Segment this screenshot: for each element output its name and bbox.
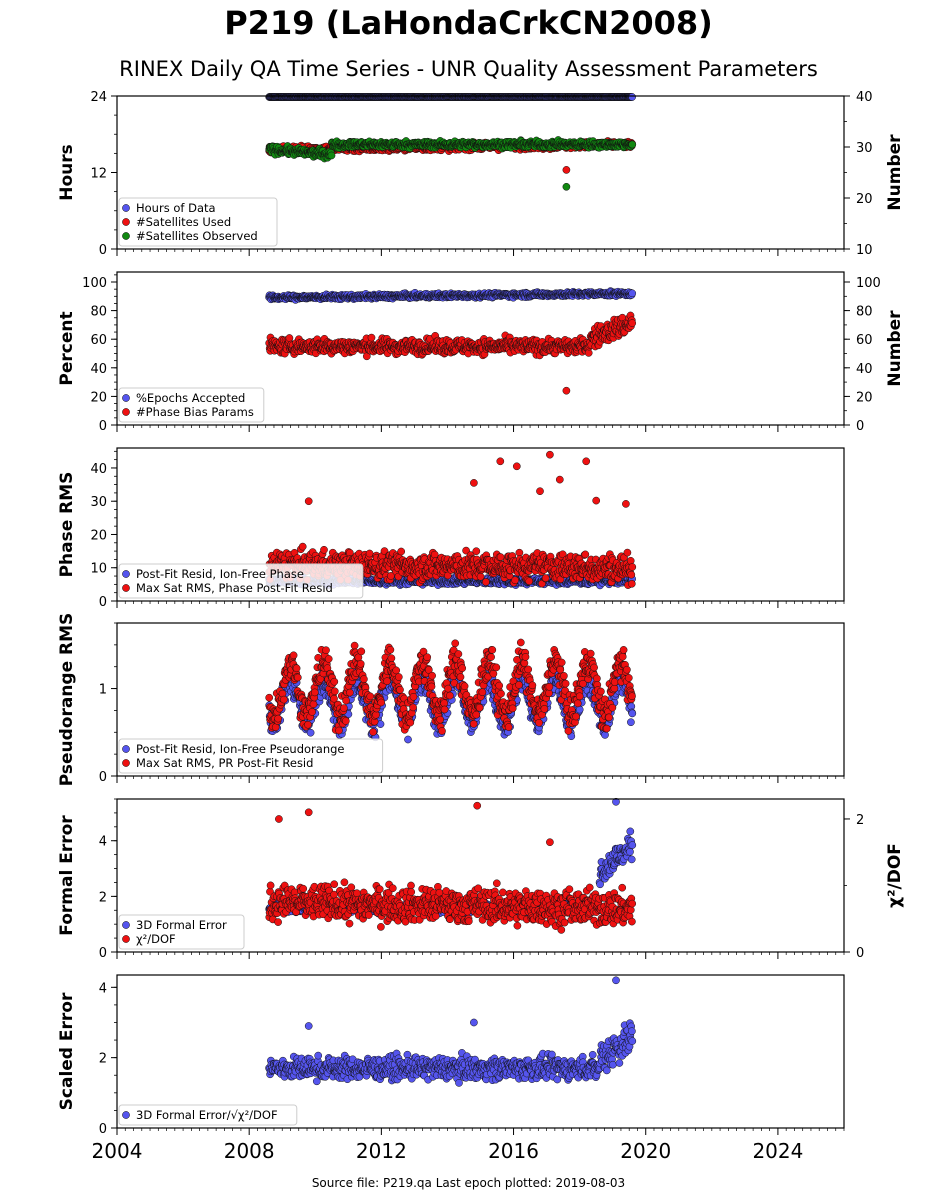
- data-point: [327, 151, 336, 160]
- y-axis-label: Hours: [57, 144, 77, 201]
- data-point: [562, 166, 571, 174]
- data-point: [562, 386, 571, 395]
- data-point: [628, 289, 637, 298]
- page-title: P219 (LaHondaCrkCN2008): [224, 4, 713, 42]
- y-tick-label: 24: [90, 90, 107, 105]
- y-tick-label: 60: [90, 333, 107, 348]
- y-axis-label: Percent: [57, 311, 77, 385]
- series-2-1: [265, 287, 637, 304]
- legend: Hours of Data#Satellites Used#Satellites…: [118, 197, 278, 247]
- y-tick-label: 0: [99, 419, 107, 434]
- legend-label: #Phase Bias Params: [136, 405, 254, 419]
- data-point: [285, 334, 294, 342]
- y2-tick-label: 80: [856, 305, 873, 320]
- y2-tick-label: 20: [856, 192, 873, 207]
- legend-marker: [122, 218, 130, 226]
- y-tick-label: 20: [90, 390, 107, 405]
- legend-marker: [122, 408, 130, 416]
- y2-tick-label: 20: [856, 390, 873, 405]
- y2-tick-label: 40: [856, 90, 873, 105]
- y-tick-label: 100: [82, 276, 107, 291]
- legend-marker: [122, 394, 130, 402]
- data-point: [367, 333, 376, 342]
- y2-tick-label: 100: [856, 276, 881, 291]
- y-tick-label: 12: [90, 167, 107, 182]
- y2-axis-label: Number: [885, 310, 905, 387]
- legend-label: Hours of Data: [136, 201, 216, 215]
- legend-marker: [122, 204, 130, 212]
- data-point: [628, 93, 636, 101]
- legend: %Epochs Accepted#Phase Bias Params: [118, 387, 265, 423]
- series-1-1: [265, 93, 636, 101]
- page-subtitle: RINEX Daily QA Time Series - UNR Quality…: [119, 57, 818, 81]
- legend-label: #Satellites Observed: [136, 229, 258, 243]
- y-tick-label: 0: [99, 243, 107, 258]
- y2-tick-label: 10: [856, 243, 873, 258]
- data-point: [298, 542, 307, 551]
- legend-marker: [122, 232, 130, 240]
- series-2-2: [265, 311, 637, 395]
- y2-axis-label: Number: [885, 134, 905, 211]
- legend-label: %Epochs Accepted: [136, 391, 245, 405]
- y-tick-label: 80: [90, 305, 107, 320]
- y2-tick-label: 40: [856, 362, 873, 377]
- data-point: [562, 182, 571, 191]
- panel-2: 0 20 40 60 80 100 0 20 40 60 80 100 Percent Number %Ep…: [57, 271, 905, 434]
- y2-tick-label: 60: [856, 333, 873, 348]
- y2-tick-label: 30: [856, 141, 873, 156]
- legend-label: #Satellites Used: [136, 215, 231, 229]
- y-tick-label: 40: [90, 362, 107, 377]
- y2-tick-label: 0: [856, 419, 864, 434]
- data-point: [628, 140, 637, 149]
- data-point: [628, 319, 637, 327]
